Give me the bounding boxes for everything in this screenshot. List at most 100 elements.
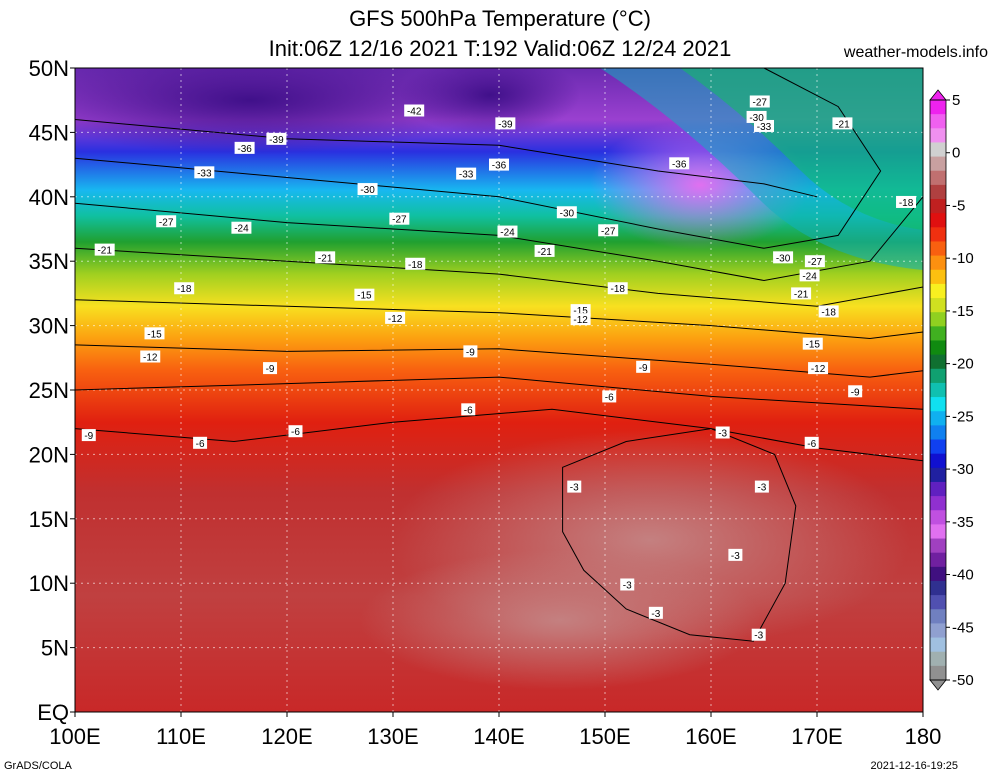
colorbar-swatch [930,184,946,200]
contour-label: -18 [405,257,426,271]
colorbar-swatch [930,496,946,511]
colorbar-swatch [930,283,946,299]
svg-text:-21: -21 [537,247,552,258]
colorbar-bottom-arrow [929,679,947,691]
contour-label: -30 [357,183,378,196]
contour-label: -12 [385,311,406,325]
svg-text:-12: -12 [573,315,588,326]
colorbar-swatch [930,368,946,384]
site-watermark: weather-models.info [843,44,988,61]
colorbar-swatch [930,397,946,412]
colorbar-label: -20 [952,356,974,373]
colorbar-swatch [930,354,946,370]
contour-label: -9 [848,385,863,398]
contour-label: -27 [389,212,410,226]
isotherm-contour [74,344,924,378]
lat-tick-label: 5N [41,636,69,661]
contour-label: -36 [489,158,509,172]
colorbar-swatch [930,114,946,129]
colorbar-swatch [930,241,946,257]
colorbar-swatch [930,213,946,228]
svg-text:-15: -15 [147,329,162,340]
svg-text:-27: -27 [159,217,174,228]
svg-text:-30: -30 [776,253,791,264]
colorbar-swatch [930,552,946,568]
contour-label: -9 [263,362,278,375]
colorbar-label: -50 [952,672,974,689]
svg-text:-6: -6 [464,405,473,416]
colorbar-swatch [930,467,946,483]
contour-label: -27 [156,215,177,228]
colorbar-swatch [930,298,946,313]
contour-label: -21 [315,251,336,264]
contour-label: -33 [754,119,774,133]
contour-label: -21 [94,243,115,257]
colorbar-swatch [930,269,946,285]
svg-text:-3: -3 [570,483,579,494]
colorbar-label: -40 [952,567,974,584]
svg-text:-27: -27 [392,215,407,226]
svg-text:-6: -6 [291,427,300,438]
svg-text:-30: -30 [360,185,375,196]
svg-text:-36: -36 [672,159,687,170]
lon-tick-label: 140E [473,724,524,749]
colorbar-swatch [930,100,946,115]
contour-label: -6 [602,390,617,403]
svg-text:-6: -6 [807,439,816,450]
svg-text:-9: -9 [466,347,475,358]
colorbar-label: -25 [952,408,974,425]
svg-text:-12: -12 [811,364,826,375]
software-credit: GrADS/COLA [4,760,72,772]
contour-label: -15 [144,327,165,340]
colorbar-swatch [930,609,946,624]
svg-text:-33: -33 [197,168,212,179]
svg-text:-6: -6 [605,392,614,403]
svg-text:-33: -33 [459,170,474,181]
contour-label: -30 [773,251,794,264]
contour-label: -18 [818,305,839,318]
contour-label: -3 [620,578,635,591]
contour-label: -3 [567,480,582,494]
contour-label: -6 [193,436,208,450]
svg-text:-15: -15 [357,291,372,302]
contour-label: -42 [404,104,425,118]
latitude-axis: 50N 45N 40N 35N 30N 25N 20N 15N 10N 5N EQ [29,56,75,725]
colorbar-swatch [930,637,946,653]
isotherm-contour [74,299,924,340]
colorbar-swatch [930,651,946,667]
colorbar-swatch [930,227,946,242]
lon-tick-label: 130E [367,724,418,749]
contour-label: -27 [804,255,825,268]
svg-text:-24: -24 [234,224,249,235]
contour-label: -3 [715,426,730,440]
svg-text:-21: -21 [794,289,809,300]
svg-text:-21: -21 [318,253,333,264]
map-field [75,68,923,712]
svg-text:-27: -27 [808,257,823,268]
colorbar-swatch [930,128,946,143]
contour-label: -24 [231,221,252,235]
colorbar-swatch [930,538,946,554]
colorbar-swatch [930,453,946,469]
colorbar-swatch [930,411,946,426]
svg-text:-18: -18 [177,284,192,295]
lon-tick-label: 180 [905,724,942,749]
svg-text:-6: -6 [196,439,205,450]
colorbar-swatch [930,510,946,525]
contour-label: -27 [749,95,770,108]
contour-label: -9 [463,345,478,358]
contour-label: -21 [832,117,853,130]
isotherm-contour [74,247,924,307]
lat-tick-label: 40N [29,185,69,210]
svg-text:-3: -3 [623,580,632,591]
contour-label: -6 [804,436,819,450]
colorbar-swatch [930,439,946,455]
map-subtitle: Init:06Z 12/16 2021 T:192 Valid:06Z 12/2… [268,36,732,61]
isotherm-contour [74,119,818,198]
contour-labels: -42-39-39-36-36 -36-33 -33-33-30-30-30-30-… [81,95,917,642]
isotherm-contour [562,428,797,642]
colorbar-swatch [930,326,946,341]
colorbar-label: -30 [952,461,974,478]
svg-text:-18: -18 [610,284,625,295]
colorbar: 5 0 -5 -10 -15 -20 -25 -30 -35 -40 -45 -50 [929,89,974,691]
